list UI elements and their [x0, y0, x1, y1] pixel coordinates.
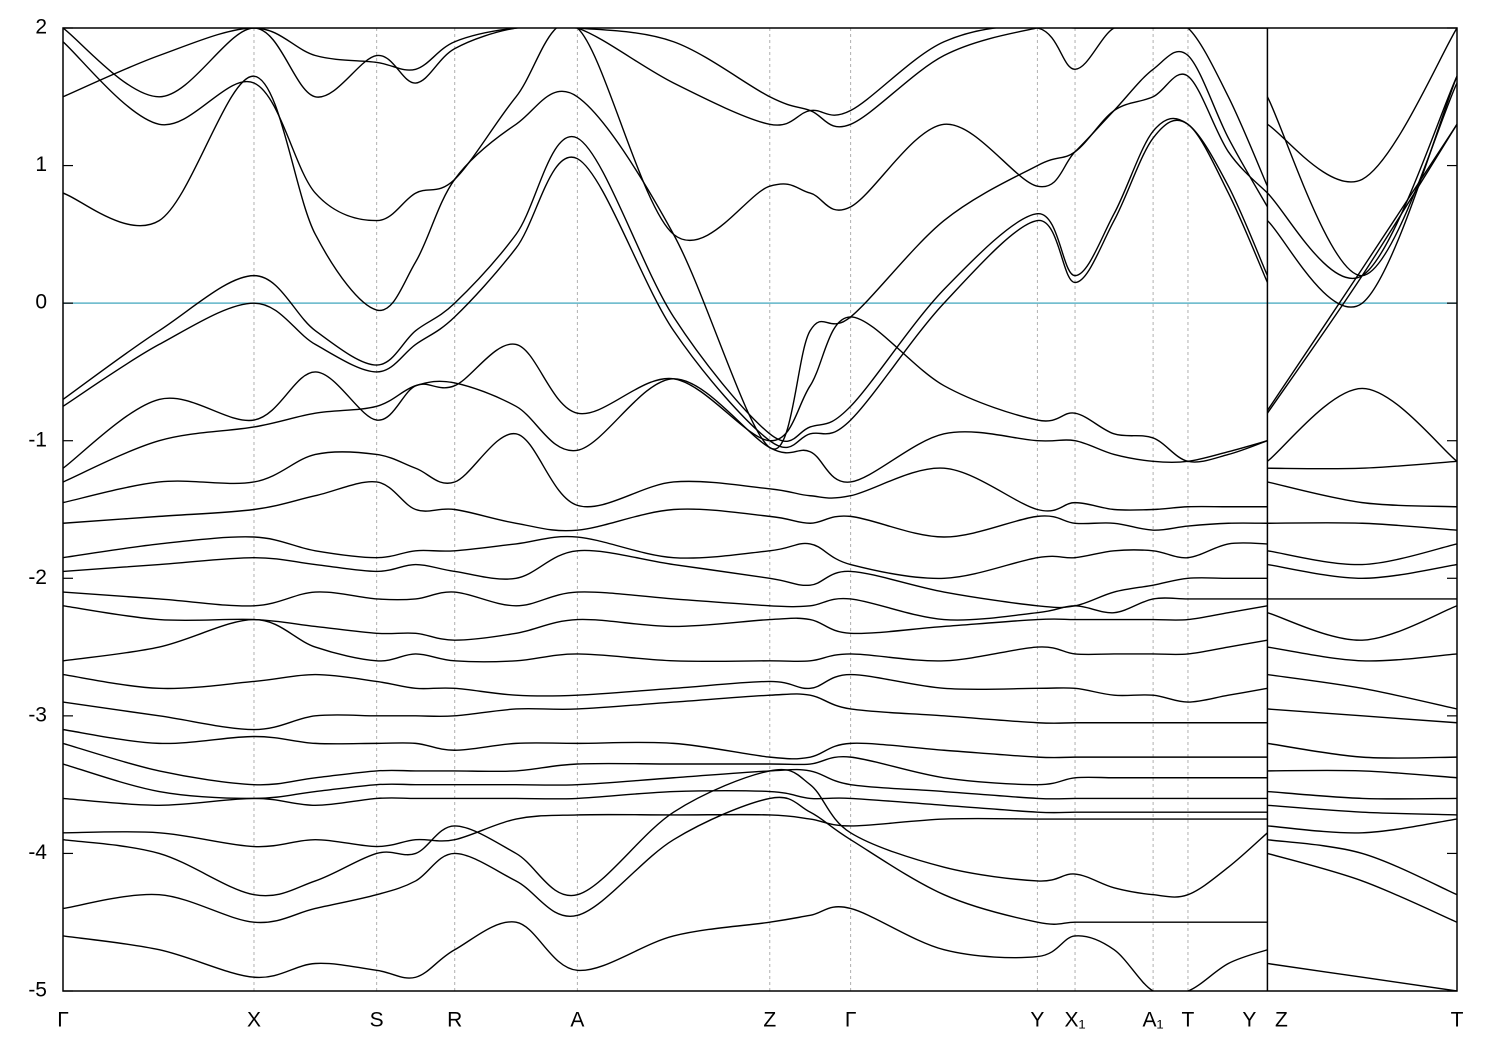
x-tick-label: A — [570, 1009, 584, 1032]
band-line — [63, 28, 1457, 183]
band-line — [63, 117, 1457, 442]
x-tick-label: Z — [763, 1009, 776, 1032]
x-tick-label: T — [1451, 1009, 1464, 1032]
x-tick-label: X₁ — [1064, 1009, 1085, 1032]
band-line — [63, 813, 1457, 848]
x-tick-label: Y — [1030, 1009, 1044, 1032]
x-tick-label: Γ — [57, 1009, 69, 1032]
band-line — [63, 906, 1457, 991]
x-tick-label: Z — [1275, 1009, 1288, 1032]
y-tick-label: 1 — [35, 153, 47, 176]
band-line — [63, 789, 1457, 816]
band-line — [63, 605, 1457, 641]
y-tick-label: 2 — [35, 16, 47, 39]
band-line — [63, 763, 1457, 800]
band-line — [63, 535, 1457, 580]
bands — [63, 28, 1457, 991]
x-tick-label: X — [247, 1009, 261, 1032]
band-line — [63, 433, 1457, 512]
band-line — [63, 316, 1457, 469]
x-tick-label: Γ — [845, 1009, 857, 1032]
band-line — [63, 742, 1457, 786]
band-line — [63, 549, 1457, 609]
y-tick-label: -5 — [28, 979, 47, 1002]
band-line — [63, 481, 1457, 538]
band-line — [63, 591, 1457, 621]
band-line — [63, 768, 1457, 898]
y-tick-label: -1 — [28, 428, 47, 451]
x-tick-label: S — [370, 1009, 384, 1032]
y-tick-label: -4 — [28, 841, 47, 864]
y-tick-label: -3 — [28, 703, 47, 726]
x-tick-label: T — [1182, 1009, 1195, 1032]
band-line — [63, 378, 1457, 483]
band-line — [63, 73, 1457, 450]
x-tick-label: A₁ — [1143, 1009, 1164, 1032]
band-line — [63, 673, 1457, 710]
band-line — [63, 119, 1457, 449]
band-line — [63, 728, 1457, 760]
band-line — [63, 618, 1457, 663]
band-line — [63, 693, 1457, 731]
band-line — [63, 796, 1457, 925]
band-line — [63, 28, 1457, 279]
y-tick-label: 0 — [35, 291, 47, 314]
plot-frame — [62, 27, 1458, 992]
y-tick-label: -2 — [28, 566, 47, 589]
x-tick-label: Y — [1242, 1009, 1256, 1032]
x-tick-label: R — [447, 1009, 462, 1032]
